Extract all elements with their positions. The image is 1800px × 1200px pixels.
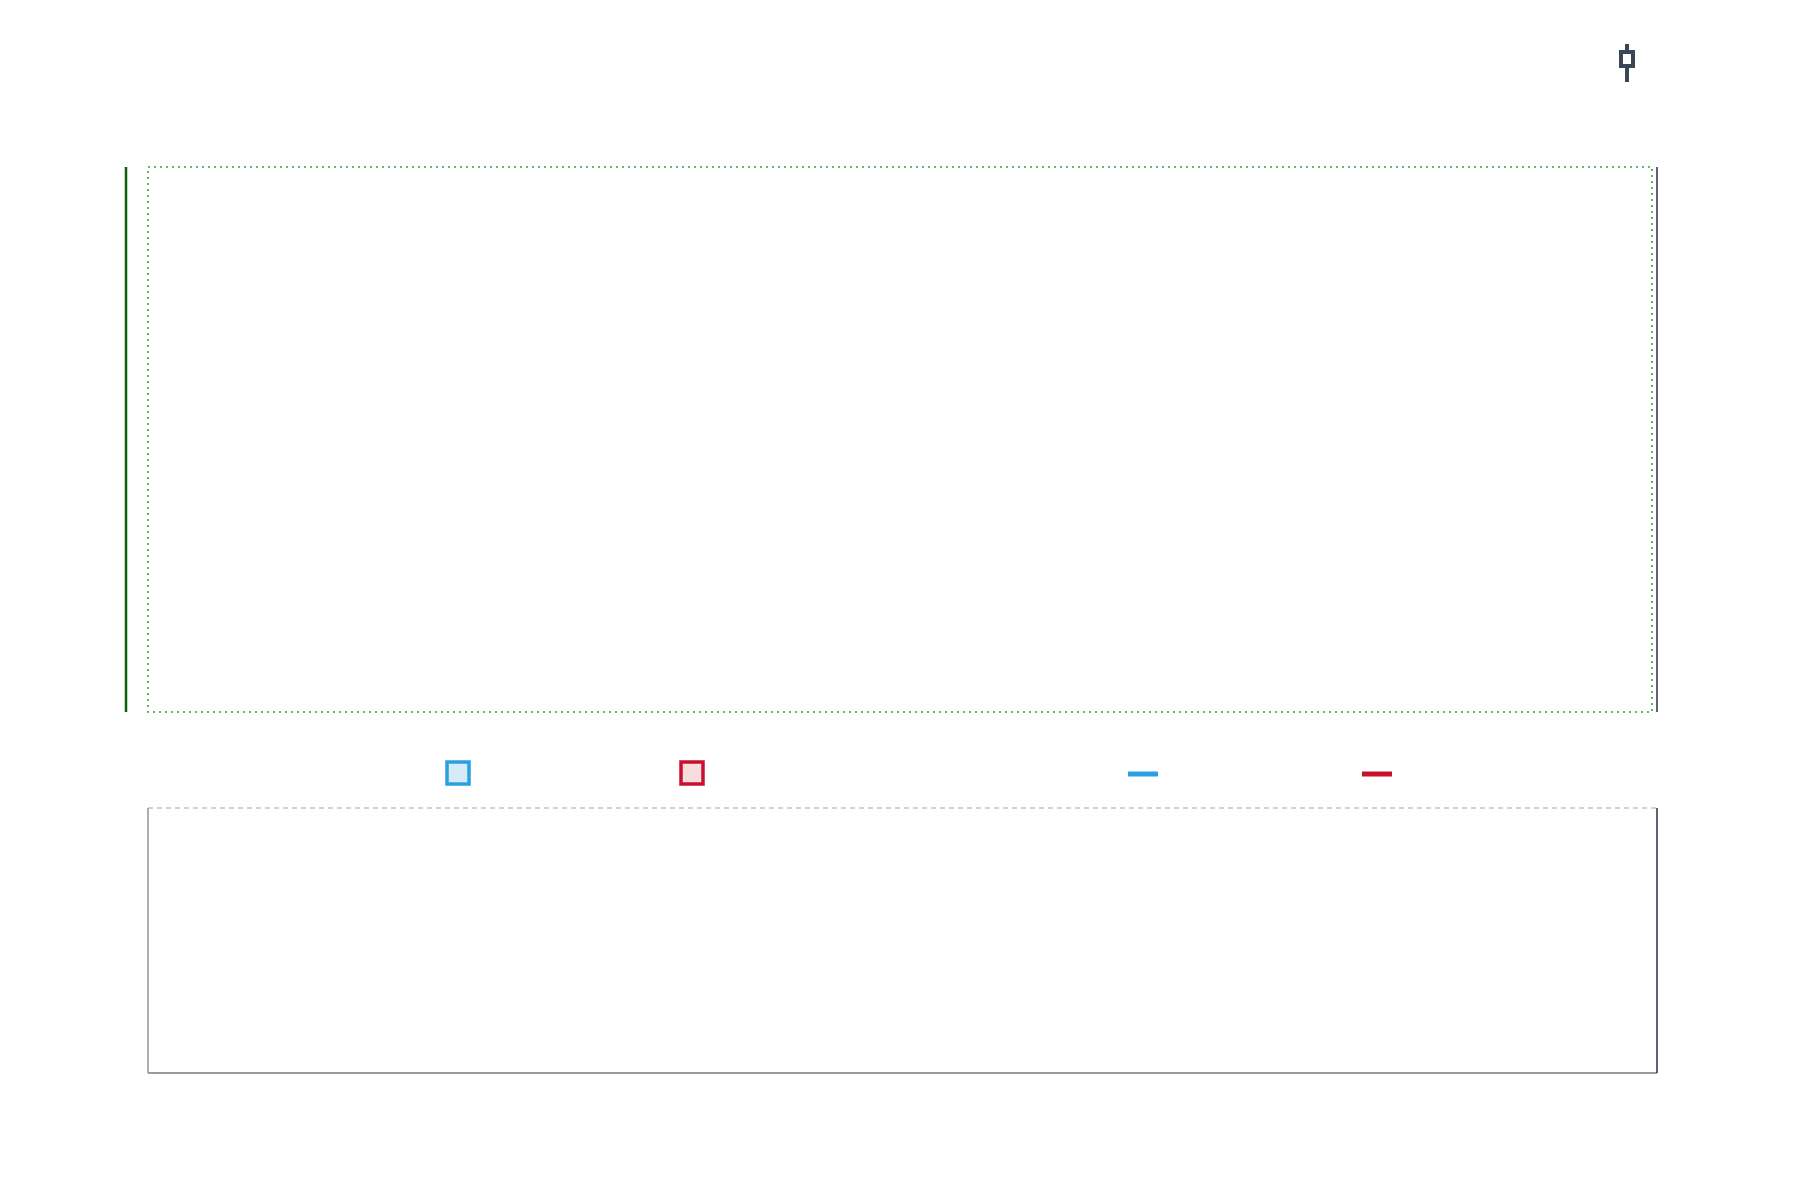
legend-row [445,760,1392,786]
trader-count-chart [147,807,1658,1074]
top-plot-border [147,166,1653,713]
logo-candlestick-icon [1619,44,1635,82]
net-long-area-swatch [445,760,471,786]
net-short-area-swatch [679,760,705,786]
price-sentiment-chart [124,166,1658,713]
dailyfx-logo [1619,44,1635,82]
